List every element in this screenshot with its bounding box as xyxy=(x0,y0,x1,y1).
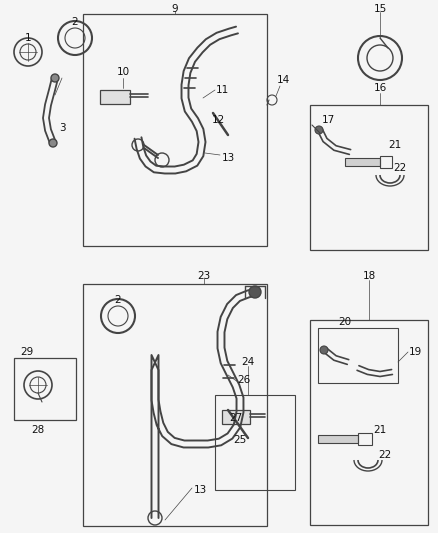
Bar xyxy=(310,105,428,250)
Bar xyxy=(358,433,372,445)
Text: 24: 24 xyxy=(241,357,254,367)
Bar xyxy=(222,410,250,424)
Bar xyxy=(83,14,267,246)
Text: 16: 16 xyxy=(373,83,387,93)
Text: 15: 15 xyxy=(373,4,387,14)
Circle shape xyxy=(51,74,59,82)
Bar xyxy=(380,156,392,168)
Text: 14: 14 xyxy=(276,75,290,85)
Text: 3: 3 xyxy=(59,123,65,133)
Text: 19: 19 xyxy=(408,347,422,357)
Text: 27: 27 xyxy=(230,413,243,423)
Text: 23: 23 xyxy=(198,271,211,281)
Text: 9: 9 xyxy=(172,4,178,14)
Bar xyxy=(83,284,267,526)
Circle shape xyxy=(315,126,323,134)
Text: 12: 12 xyxy=(212,115,225,125)
Text: 25: 25 xyxy=(233,435,247,445)
Circle shape xyxy=(49,139,57,147)
Bar xyxy=(310,320,428,525)
Text: 18: 18 xyxy=(362,271,376,281)
Text: 22: 22 xyxy=(393,163,406,173)
Text: 28: 28 xyxy=(32,425,45,435)
Circle shape xyxy=(249,286,261,298)
Text: 11: 11 xyxy=(215,85,229,95)
Circle shape xyxy=(320,346,328,354)
Text: 2: 2 xyxy=(72,17,78,27)
Bar xyxy=(215,395,295,490)
Text: 22: 22 xyxy=(378,450,392,460)
Text: 26: 26 xyxy=(237,375,251,385)
Bar xyxy=(100,90,130,104)
Text: 2: 2 xyxy=(115,295,121,305)
Bar xyxy=(318,435,358,443)
Bar xyxy=(318,328,398,383)
Bar xyxy=(345,158,380,166)
Text: 13: 13 xyxy=(221,153,235,163)
Text: 17: 17 xyxy=(321,115,335,125)
Text: 13: 13 xyxy=(193,485,207,495)
Text: 29: 29 xyxy=(21,347,34,357)
Text: 21: 21 xyxy=(389,140,402,150)
Text: 1: 1 xyxy=(25,33,31,43)
Text: 21: 21 xyxy=(373,425,387,435)
Text: 10: 10 xyxy=(117,67,130,77)
Text: 20: 20 xyxy=(339,317,352,327)
Bar xyxy=(14,358,76,420)
